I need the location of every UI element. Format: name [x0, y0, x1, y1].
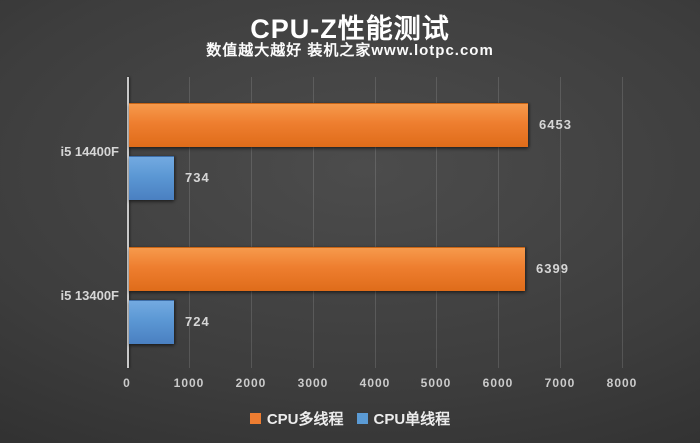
x-axis-tick-label: 2000 — [235, 376, 267, 390]
legend: CPU多线程 CPU单线程 — [0, 408, 700, 429]
gridline — [622, 77, 623, 368]
x-axis-tick-label: 3000 — [297, 376, 329, 390]
legend-label-multithread: CPU多线程 — [266, 411, 344, 428]
x-axis-tick-label: 6000 — [482, 376, 514, 390]
x-axis-tick-label: 0 — [123, 376, 131, 390]
bar-i5-13400f-series-0 — [129, 247, 525, 291]
chart-title: CPU-Z性能测试 — [250, 14, 450, 44]
bar-i5-14400f-series-0 — [129, 103, 528, 147]
x-axis-tick-label: 4000 — [359, 376, 391, 390]
legend-item-multithread: CPU多线程 — [249, 408, 344, 429]
legend-swatch-singlethread-icon — [356, 413, 368, 424]
plot-area: 6453 734 6399 724 — [127, 77, 648, 368]
x-axis-tick-label: 7000 — [544, 376, 576, 390]
value-label: 6399 — [536, 261, 569, 276]
gridline — [436, 77, 437, 368]
gridline — [498, 77, 499, 368]
x-axis-tick-label: 5000 — [420, 376, 452, 390]
x-axis-tick-label: 1000 — [173, 376, 205, 390]
legend-item-singlethread: CPU单线程 — [356, 408, 451, 429]
category-label-i5-14400f: i5 14400F — [60, 144, 119, 159]
gridline — [560, 77, 561, 368]
y-axis-line — [127, 77, 129, 368]
bar-i5-13400f-series-1 — [129, 300, 174, 344]
chart-subtitle: 数值越大越好 装机之家www.lotpc.com — [206, 42, 494, 59]
legend-swatch-multithread-icon — [249, 413, 261, 424]
value-label: 724 — [185, 314, 210, 329]
gridline — [189, 77, 190, 368]
gridline — [313, 77, 314, 368]
x-axis-tick-label: 8000 — [606, 376, 638, 390]
gridline — [375, 77, 376, 368]
value-label: 734 — [185, 170, 210, 185]
value-label: 6453 — [539, 117, 572, 132]
category-label-i5-13400f: i5 13400F — [60, 288, 119, 303]
gridline — [251, 77, 252, 368]
legend-label-singlethread: CPU单线程 — [373, 411, 451, 428]
bar-i5-14400f-series-1 — [129, 156, 174, 200]
